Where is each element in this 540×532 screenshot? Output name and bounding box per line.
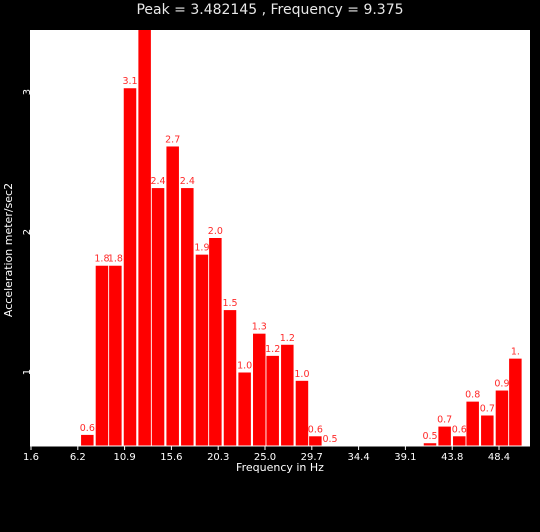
bar-value-label-14: 1.2 [280, 333, 295, 344]
y-axis-title: Acceleration meter/sec2 [2, 183, 15, 317]
bar-12 [253, 333, 266, 446]
x-tick-label-4: 20.3 [207, 452, 229, 463]
y-tick-label-0: 1 [22, 369, 33, 375]
bar-value-label-0: 0.6 [80, 423, 95, 434]
x-tick-label-0: 1.6 [23, 452, 39, 463]
bar-value-label-20: 0.6 [452, 424, 467, 435]
bar-23 [495, 390, 509, 446]
x-tick-label-6: 29.7 [301, 452, 323, 463]
bar-21 [466, 401, 479, 446]
bar-value-label-10: 1.5 [222, 298, 237, 309]
y-tick-label-2: 3 [22, 89, 33, 95]
x-tick-label-9: 43.8 [441, 452, 463, 463]
bar-0 [81, 434, 94, 446]
bar-value-label-11: 1.0 [237, 361, 252, 372]
bar-22 [481, 415, 494, 446]
bar-value-label-18: 0.5 [422, 431, 437, 442]
bar-6 [166, 146, 179, 447]
x-axis-title: Frequency in Hz [236, 461, 324, 474]
bar-value-label-19: 0.7 [437, 415, 452, 426]
bar-20 [453, 436, 466, 446]
bar-2 [109, 265, 122, 446]
bar-value-label-12: 1.3 [252, 322, 267, 333]
bar-value-label-8: 1.9 [194, 243, 209, 254]
bar-value-label-23: 0.9 [494, 379, 509, 390]
bar-value-label-7: 2.4 [180, 176, 195, 187]
bar-value-label-22: 0.7 [480, 403, 495, 414]
bar-value-label-15: 1.0 [294, 369, 309, 380]
bar-value-label-24: 1. [511, 347, 520, 358]
x-tick-label-3: 15.6 [160, 452, 182, 463]
bar-9 [209, 238, 222, 446]
bar-15 [295, 380, 309, 446]
bar-8 [195, 254, 209, 446]
bar-value-label-6: 2.7 [165, 134, 180, 145]
bar-24 [509, 358, 522, 446]
bar-value-label-17: 0.5 [322, 434, 337, 445]
bar-3 [123, 88, 137, 447]
bar-14 [281, 344, 294, 446]
bar-value-label-1: 1.8 [94, 254, 109, 265]
bar-value-label-16: 0.6 [308, 424, 323, 435]
x-tick-label-2: 10.9 [113, 452, 135, 463]
bar-16 [309, 436, 322, 446]
bar-value-label-21: 0.8 [465, 390, 480, 401]
bar-5 [151, 188, 165, 446]
bar-labels-layer: 0.61.81.83.12.42.72.41.92.01.51.01.31.21… [80, 76, 520, 445]
x-tick-label-5: 25.0 [254, 452, 276, 463]
chart-title: Peak = 3.482145 , Frequency = 9.375 [136, 2, 404, 18]
bar-value-label-9: 2.0 [208, 226, 223, 237]
x-axis-ticks: 1.6 6.2 10.9 15.6 20.3 25.0 29.7 34.4 39.1 43.8 48… [23, 446, 510, 463]
bar-value-label-5: 2.4 [150, 176, 165, 187]
bar-18 [423, 443, 437, 446]
bar-value-label-2: 1.8 [108, 254, 123, 265]
bar-4 [138, 30, 151, 446]
x-tick-label-10: 48.4 [488, 452, 510, 463]
bar-value-label-3: 3.1 [122, 76, 137, 87]
bar-1 [95, 265, 109, 446]
x-tick-label-1: 6.2 [70, 452, 86, 463]
x-tick-label-8: 39.1 [394, 452, 416, 463]
bar-11 [238, 372, 251, 446]
x-tick-label-7: 34.4 [347, 452, 369, 463]
bar-13 [266, 355, 279, 446]
bar-10 [223, 310, 237, 446]
y-tick-label-1: 2 [22, 229, 33, 235]
bar-7 [181, 188, 194, 446]
bars-layer [81, 30, 522, 447]
bar-19 [438, 426, 451, 446]
y-axis-ticks: 1 2 3 [22, 89, 33, 375]
bar-value-label-13: 1.2 [265, 344, 280, 355]
